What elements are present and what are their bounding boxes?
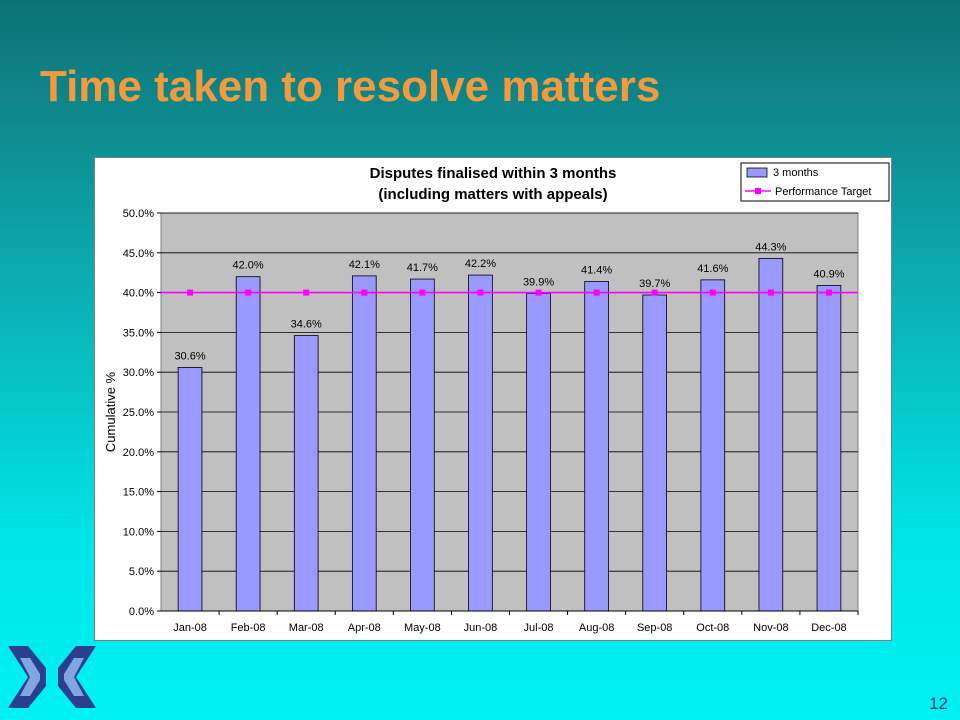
bar bbox=[177, 367, 203, 612]
target-marker bbox=[593, 289, 600, 296]
bar bbox=[410, 278, 435, 612]
bar bbox=[351, 275, 377, 612]
bars bbox=[177, 257, 842, 612]
legend: 3 months Performance Target bbox=[740, 162, 890, 202]
target-marker bbox=[535, 289, 542, 296]
x-tick-label: Sep-08 bbox=[637, 622, 672, 634]
bar bbox=[642, 294, 668, 612]
gridlines bbox=[161, 212, 858, 572]
target-marker bbox=[303, 289, 310, 296]
y-tick-label: 25.0% bbox=[123, 407, 154, 419]
data-label: 39.9% bbox=[523, 276, 554, 288]
x-tick-label: Oct-08 bbox=[696, 622, 729, 634]
data-label: 40.9% bbox=[813, 268, 844, 280]
x-tick-label: Nov-08 bbox=[753, 622, 788, 634]
x-tick-label: Aug-08 bbox=[579, 622, 614, 634]
target-marker bbox=[245, 289, 252, 296]
x-tick-label: Jan-08 bbox=[173, 622, 207, 634]
y-tick-label: 30.0% bbox=[123, 367, 154, 379]
bar bbox=[526, 292, 551, 612]
chart-title-line: (including matters with appeals) bbox=[378, 186, 607, 203]
x-axis-ticks: Jan-08 Feb-08 Mar-08 Apr-08 May-08 Jun-08 Jul-… bbox=[161, 610, 859, 634]
y-tick-label: 35.0% bbox=[123, 327, 154, 339]
slide-title: Time taken to resolve matters bbox=[40, 62, 661, 111]
bar bbox=[584, 281, 609, 612]
data-label: 44.3% bbox=[755, 241, 786, 253]
target-marker bbox=[361, 289, 368, 296]
y-axis-label: Cumulative % bbox=[103, 371, 118, 452]
x-tick-label: Dec-08 bbox=[811, 622, 846, 634]
x-tick-label: Jul-08 bbox=[524, 622, 554, 634]
x-tick-label: Mar-08 bbox=[289, 622, 324, 634]
chart-title-line: Disputes finalised within 3 months bbox=[370, 165, 617, 182]
data-label: 42.0% bbox=[233, 260, 264, 272]
chart-panel: 0.0% 5.0% 10.0% 15.0% 20.0% 25.0% 30.0% 35.0% 40… bbox=[94, 157, 892, 641]
page-number: 12 bbox=[929, 694, 948, 713]
y-tick-label: 15.0% bbox=[123, 487, 154, 499]
data-label: 42.1% bbox=[349, 259, 380, 271]
chart-title: Disputes finalised within 3 months (inclu… bbox=[370, 165, 617, 203]
y-tick-label: 20.0% bbox=[123, 447, 154, 459]
data-label: 41.4% bbox=[581, 264, 612, 276]
y-tick-label: 45.0% bbox=[123, 248, 154, 260]
data-label: 39.7% bbox=[639, 278, 670, 290]
y-tick-label: 0.0% bbox=[129, 606, 154, 618]
y-tick-label: 5.0% bbox=[129, 566, 154, 578]
legend-swatch-bar bbox=[746, 167, 768, 178]
y-tick-label: 40.0% bbox=[123, 288, 154, 300]
target-marker bbox=[709, 289, 716, 296]
x-tick-label: Apr-08 bbox=[348, 622, 381, 634]
target-marker bbox=[767, 289, 774, 296]
legend-label: 3 months bbox=[773, 167, 819, 179]
y-tick-label: 10.0% bbox=[123, 526, 154, 538]
legend-swatch-marker bbox=[755, 188, 761, 194]
target-marker bbox=[651, 289, 658, 296]
data-label: 41.7% bbox=[407, 262, 438, 274]
data-label: 42.2% bbox=[465, 258, 496, 270]
target-marker bbox=[419, 289, 426, 296]
y-tick-label: 50.0% bbox=[123, 208, 154, 220]
x-tick-label: Feb-08 bbox=[231, 622, 266, 634]
target-line bbox=[161, 289, 858, 296]
data-label: 41.6% bbox=[697, 263, 728, 275]
bar bbox=[235, 276, 261, 612]
data-label: 34.6% bbox=[291, 319, 322, 331]
data-label: 30.6% bbox=[174, 350, 205, 362]
bar bbox=[468, 274, 493, 612]
bar bbox=[758, 257, 784, 612]
target-marker bbox=[477, 289, 484, 296]
x-tick-label: Jun-08 bbox=[464, 622, 498, 634]
bar bbox=[700, 279, 726, 612]
bar bbox=[293, 335, 319, 612]
bar bbox=[816, 285, 842, 612]
target-marker bbox=[187, 289, 194, 296]
data-labels: 30.6% 42.0% 34.6% 42.1% 41.7% 42.2% 39.9% 41.4%… bbox=[174, 241, 844, 362]
legend-label: Performance Target bbox=[775, 186, 871, 198]
x-tick-label: May-08 bbox=[404, 622, 441, 634]
y-axis-title: Cumulative % bbox=[103, 371, 118, 452]
bar-chart: 0.0% 5.0% 10.0% 15.0% 20.0% 25.0% 30.0% 35.0% 40… bbox=[103, 162, 890, 634]
logo-icon bbox=[8, 646, 96, 708]
target-marker bbox=[825, 289, 832, 296]
y-axis-ticks: 0.0% 5.0% 10.0% 15.0% 20.0% 25.0% 30.0% 35.0% 40… bbox=[123, 208, 161, 618]
